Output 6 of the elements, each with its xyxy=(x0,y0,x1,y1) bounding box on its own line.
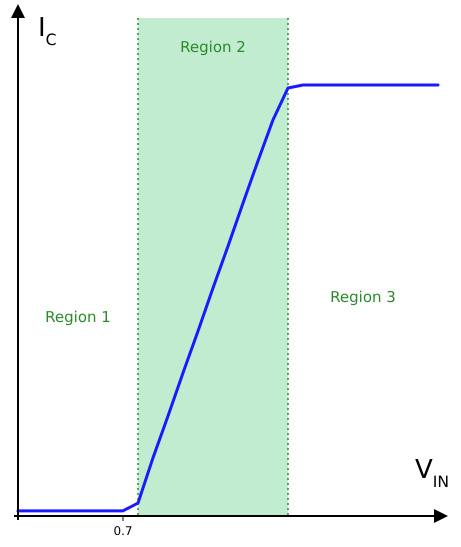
text: Region 2 xyxy=(180,38,246,56)
annotation: Region 3 xyxy=(330,288,396,306)
text: 0.7 xyxy=(113,524,133,538)
annotation: Region 1 xyxy=(45,308,111,326)
y-axis-title: I$_{C}$ xyxy=(38,13,57,49)
x-axis-title: V$_{IN}$ xyxy=(415,455,450,491)
